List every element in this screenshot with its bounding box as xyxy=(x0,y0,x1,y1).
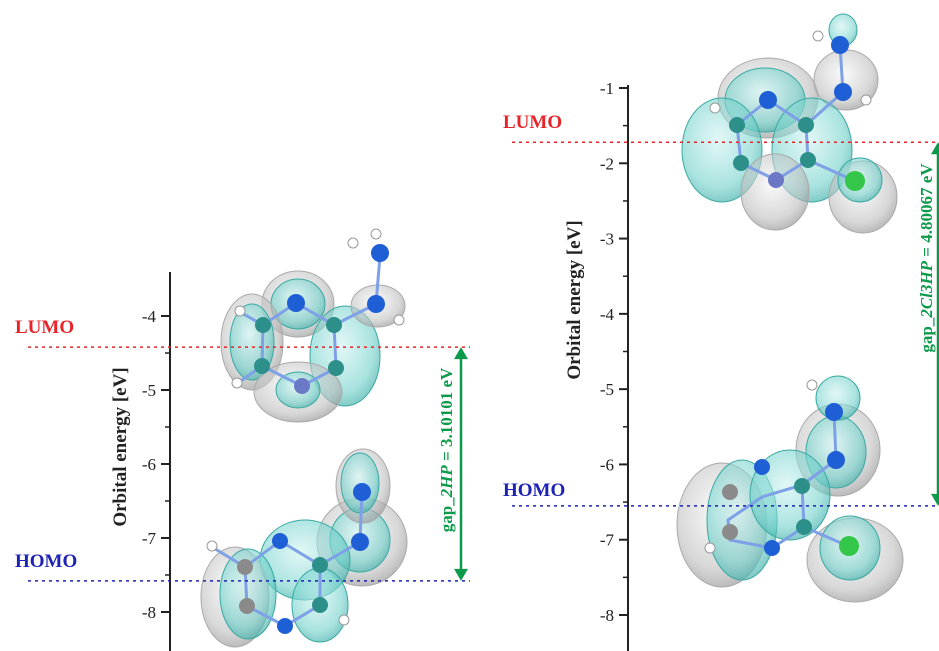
panel-2hp-ticks: -4 -5 -6 -7 -8 xyxy=(142,307,170,622)
y-tick-label: -5 xyxy=(600,380,614,399)
gap-arrow-head xyxy=(454,568,468,581)
lumo-level-2cl3hp: LUMO xyxy=(503,112,939,143)
aminopyridine-homo-orbital-icon xyxy=(200,448,408,648)
y-tick-label: -4 xyxy=(600,305,615,324)
y-tick-label: -7 xyxy=(142,529,157,548)
level-label: HOMO xyxy=(15,551,77,572)
homo-level-2hp: HOMO xyxy=(15,551,470,582)
level-label: LUMO xyxy=(15,317,74,338)
homo-level-2cl3hp: HOMO xyxy=(503,480,939,507)
y-tick-label: -8 xyxy=(142,603,156,622)
y-tick-label: -6 xyxy=(600,455,614,474)
y-tick-label: -6 xyxy=(142,455,156,474)
y-tick-label: -2 xyxy=(600,154,614,173)
y-axis-title: Orbital energy [eV] xyxy=(110,367,131,526)
y-tick-label: -7 xyxy=(600,531,615,550)
gap-arrow-head xyxy=(454,347,468,360)
y-tick-label: -3 xyxy=(600,230,614,249)
level-label: HOMO xyxy=(503,480,565,501)
lumo-level-2hp: LUMO xyxy=(15,317,470,348)
y-tick-label: -1 xyxy=(600,79,614,98)
y-tick-label: -5 xyxy=(142,381,156,400)
gap-value-label: gap_2Cl3HP = 4.80067 eV xyxy=(917,163,936,353)
y-tick-label: -8 xyxy=(600,606,614,625)
panel-2cl3hp-ticks: -1 -2 -3 -4 -5 -6 -7 -8 xyxy=(600,79,628,625)
level-label: LUMO xyxy=(503,112,562,133)
gap-arrow-head xyxy=(931,493,939,506)
aminopyridine-lumo-orbital-icon xyxy=(220,228,406,423)
panel-2hp: -4 -5 -6 -7 -8 Orbital energy [eV] xyxy=(15,228,470,651)
chloro-aminopyridine-homo-orbital-icon xyxy=(676,375,904,603)
panel-2cl3hp: -1 -2 -3 -4 -5 -6 -7 -8 Orbital energy [eV] xyxy=(503,13,939,651)
gap-arrow-2hp: gap_2HP = 3.10101 eV xyxy=(437,347,468,581)
y-tick-label: -4 xyxy=(142,307,157,326)
chloro-aminopyridine-lumo-orbital-icon xyxy=(681,13,898,234)
gap-value-label: gap_2HP = 3.10101 eV xyxy=(437,367,456,532)
gap-arrow-head xyxy=(931,142,939,155)
gap-arrow-2cl3hp: gap_2Cl3HP = 4.80067 eV xyxy=(917,142,939,506)
y-axis-title: Orbital energy [eV] xyxy=(564,220,585,379)
